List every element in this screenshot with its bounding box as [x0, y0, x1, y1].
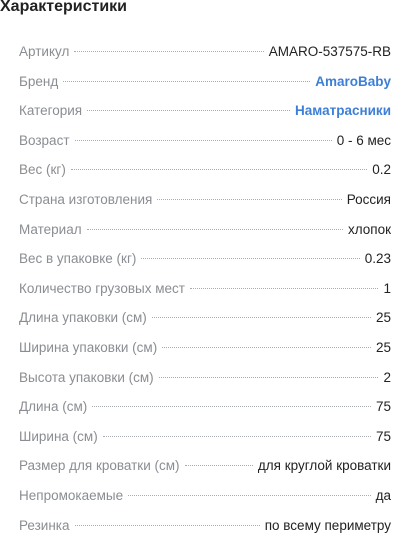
spec-value: да [375, 487, 391, 503]
spec-label: Резинка [19, 517, 70, 533]
dotted-leader [74, 139, 332, 141]
category-link[interactable]: Наматрасники [295, 103, 391, 119]
spec-value: 25 [375, 339, 391, 355]
spec-value: 75 [375, 428, 391, 444]
spec-label: Количество грузовых мест [19, 280, 185, 296]
dotted-leader [162, 346, 371, 348]
spec-value: Россия [346, 191, 391, 207]
spec-label: Материал [19, 221, 82, 237]
spec-row-package-length: Длина упаковки (см) 25 [19, 303, 391, 333]
dotted-leader [74, 51, 264, 52]
spec-row-package-width: Ширина упаковки (см) 25 [19, 333, 391, 363]
dotted-leader [184, 465, 253, 467]
spec-row-waterproof: Непромокаемые да [19, 481, 391, 511]
dotted-leader [102, 435, 371, 437]
spec-label: Вес (кг) [19, 162, 66, 178]
dotted-leader [86, 228, 343, 230]
spec-label: Непромокаемые [19, 487, 124, 503]
spec-label: Длина упаковки (см) [19, 310, 147, 326]
dotted-leader [74, 524, 260, 526]
spec-label: Артикул [19, 44, 70, 59]
specs-list: Артикул AMARO-537575-RB Бренд AmaroBaby … [19, 37, 391, 540]
dotted-leader [157, 198, 342, 200]
spec-value: хлопок [347, 221, 391, 237]
spec-label: Ширина упаковки (см) [19, 339, 158, 355]
brand-link[interactable]: AmaroBaby [315, 73, 391, 89]
spec-value: 75 [375, 399, 391, 415]
spec-row-length: Длина (см) 75 [19, 392, 391, 422]
spec-value: 2 [383, 369, 391, 385]
spec-row-elastic: Резинка по всему периметру [19, 511, 391, 540]
dotted-leader [141, 258, 360, 260]
spec-label: Бренд [19, 73, 59, 89]
spec-row-package-weight: Вес в упаковке (кг) 0.23 [19, 244, 391, 274]
spec-row-brand: Бренд AmaroBaby [19, 67, 391, 97]
spec-label: Страна изготовления [19, 191, 153, 207]
spec-row-crib-size: Размер для кроватки (см) для круглой кро… [19, 451, 391, 481]
spec-row-cargo-places: Количество грузовых мест 1 [19, 274, 391, 304]
spec-value: 25 [375, 310, 391, 326]
spec-value: AMARO-537575-RB [268, 44, 391, 59]
spec-row-category: Категория Наматрасники [19, 96, 391, 126]
spec-label: Возраст [19, 132, 70, 148]
spec-value: 0 - 6 мес [336, 132, 391, 148]
spec-label: Ширина (см) [19, 428, 98, 444]
spec-row-width: Ширина (см) 75 [19, 422, 391, 452]
spec-row-material: Материал хлопок [19, 215, 391, 245]
dotted-leader [158, 376, 379, 378]
spec-label: Вес в упаковке (кг) [19, 251, 137, 267]
dotted-leader [92, 406, 371, 408]
spec-row-article: Артикул AMARO-537575-RB [19, 37, 391, 67]
spec-value: 0.2 [372, 162, 391, 178]
spec-label: Высота упаковки (см) [19, 369, 154, 385]
dotted-leader [63, 80, 311, 82]
spec-label: Размер для кроватки (см) [19, 458, 180, 474]
dotted-leader [87, 110, 291, 112]
spec-row-age: Возраст 0 - 6 мес [19, 126, 391, 156]
dotted-leader [70, 169, 368, 171]
spec-value: по всему периметру [264, 517, 391, 533]
spec-row-weight: Вес (кг) 0.2 [19, 155, 391, 185]
spec-label: Категория [19, 103, 83, 119]
dotted-leader [128, 494, 371, 496]
spec-value: 1 [383, 280, 391, 296]
dotted-leader [189, 287, 379, 289]
spec-row-package-height: Высота упаковки (см) 2 [19, 363, 391, 393]
dotted-leader [151, 317, 371, 319]
spec-row-country: Страна изготовления Россия [19, 185, 391, 215]
spec-value: для круглой кроватки [257, 458, 391, 474]
spec-value: 0.23 [364, 251, 391, 267]
spec-label: Длина (см) [19, 399, 88, 415]
section-title: Характеристики [0, 0, 128, 15]
